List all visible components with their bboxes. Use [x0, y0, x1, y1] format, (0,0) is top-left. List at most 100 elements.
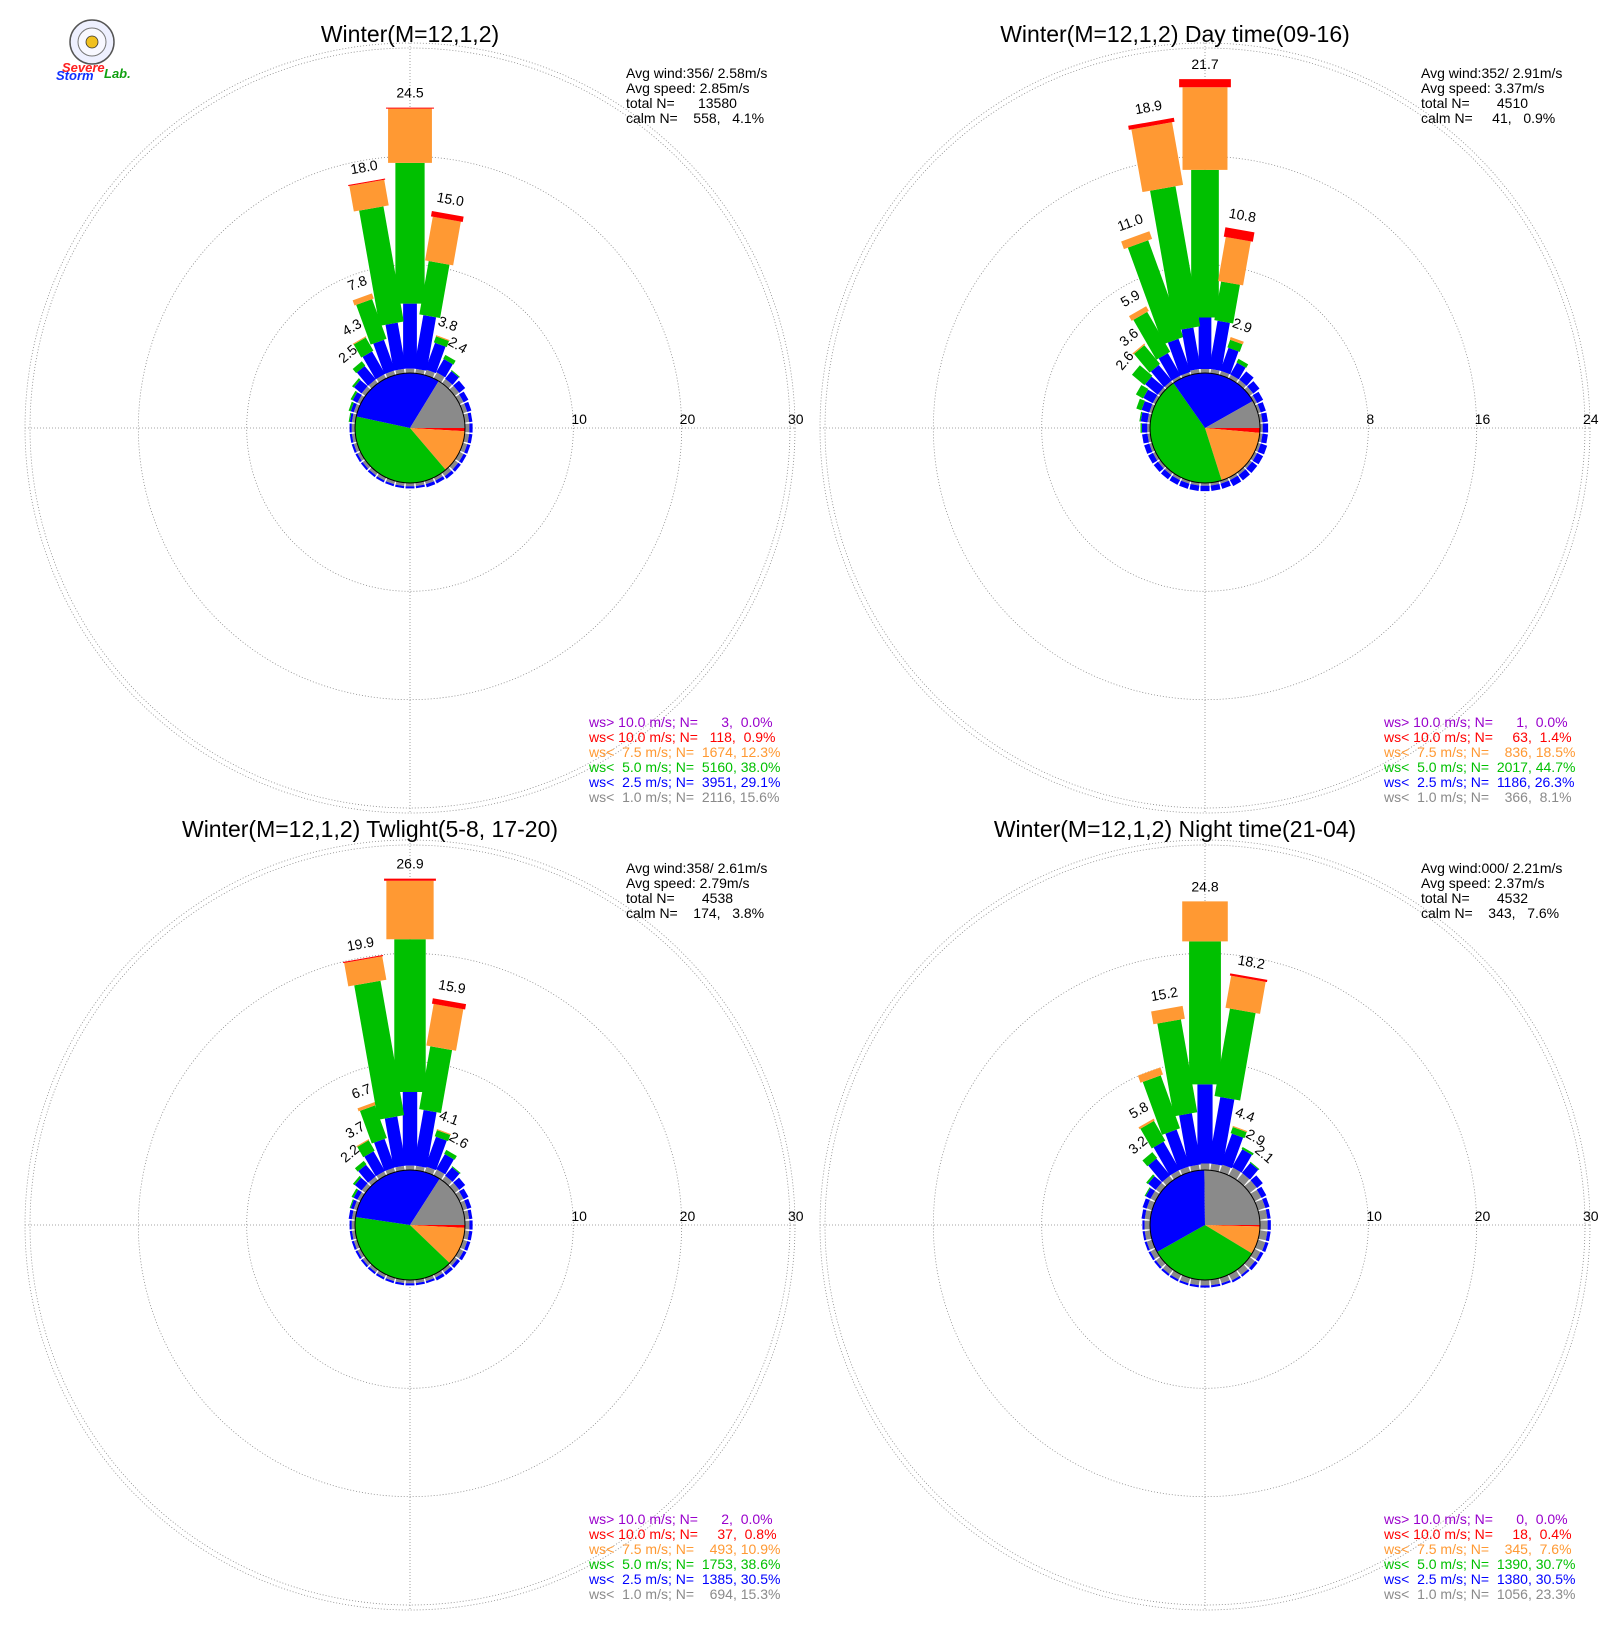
bar-segment — [449, 1257, 458, 1266]
bar-segment — [351, 1188, 359, 1198]
bar-segment — [395, 162, 425, 304]
bar-segment — [348, 412, 352, 423]
bar-segment — [1180, 1166, 1191, 1175]
bar-value-label: 15.0 — [436, 189, 466, 210]
bar-segment — [1144, 1187, 1151, 1197]
bar-segment — [357, 451, 365, 461]
bar-segment — [465, 1220, 470, 1230]
bar-segment — [1210, 1163, 1220, 1172]
bar-segment — [356, 1139, 370, 1148]
calm-pie-slice — [1173, 373, 1253, 428]
bar-segment — [354, 980, 405, 1120]
bar-segment — [460, 442, 468, 453]
bar-segment — [459, 1250, 467, 1261]
bar-segment — [386, 880, 434, 940]
info-line: Avg speed: 2.37m/s — [1421, 875, 1544, 891]
bar-segment — [1150, 186, 1201, 331]
bar-segment — [1150, 1248, 1160, 1259]
bar-segment — [1258, 413, 1263, 423]
bar-value-label: 15.2 — [1149, 984, 1179, 1005]
bar-segment — [436, 359, 453, 378]
bar-segment — [425, 481, 436, 488]
bar-segment — [353, 404, 360, 414]
logo-star — [85, 35, 99, 49]
bar-segment — [1182, 901, 1228, 942]
bar-segment — [451, 1259, 461, 1268]
bar-segment — [1140, 412, 1149, 423]
bar-segment — [445, 371, 459, 385]
bar-segment — [1219, 1275, 1230, 1284]
bar-segment — [361, 1183, 371, 1193]
bar-value-label: 4.4 — [1233, 1104, 1257, 1126]
ring-label: 30 — [788, 1208, 804, 1224]
bar-segment — [357, 1248, 365, 1258]
bar-segment — [1258, 1230, 1268, 1241]
bar-segment — [1256, 1186, 1267, 1198]
bar-segment — [1230, 1127, 1247, 1139]
legend-entry: ws> 10.0 m/s; N= 0, 0.0% — [1383, 1511, 1568, 1527]
bar-value-label: 2.9 — [1230, 314, 1254, 336]
bar-segment — [354, 1177, 368, 1191]
bar-segment — [1228, 1270, 1240, 1281]
bar-segment — [385, 1167, 396, 1175]
grid-ring — [246, 1061, 574, 1389]
legend-entry: ws< 7.5 m/s; N= 493, 10.9% — [588, 1541, 780, 1557]
bar-segment — [376, 374, 387, 383]
bar-segment — [369, 467, 378, 476]
legend-entry: ws< 1.0 m/s; N= 694, 15.3% — [588, 1586, 780, 1602]
bar-segment — [459, 1188, 469, 1200]
bar-segment — [1146, 1174, 1155, 1184]
bar-segment — [369, 1264, 378, 1273]
bar-segment — [424, 369, 435, 378]
bar-segment — [425, 216, 461, 266]
bar-segment — [349, 433, 354, 443]
bar-segment — [451, 370, 460, 378]
bar-segment — [1140, 423, 1142, 433]
bar-segment — [353, 337, 374, 358]
bar-segment — [1262, 423, 1269, 433]
bar-segment — [1237, 1264, 1248, 1275]
calm-pie-slice — [1204, 1170, 1260, 1225]
bar-segment — [1181, 372, 1191, 378]
bar-segment — [436, 1129, 451, 1136]
bar-segment — [453, 1177, 466, 1190]
bar-segment — [1241, 1146, 1254, 1156]
bar-segment — [443, 354, 456, 365]
bar-value-label: 3.6 — [1116, 325, 1141, 350]
info-line: Avg wind:000/ 2.21m/s — [1421, 860, 1562, 876]
bar-segment — [356, 365, 376, 386]
bar-segment — [351, 423, 355, 433]
calm-pie-slice — [1205, 428, 1260, 481]
bar-segment — [353, 442, 360, 452]
info-line: Avg speed: 2.79m/s — [626, 875, 749, 891]
bar-segment — [449, 1182, 460, 1193]
bar-segment — [1260, 423, 1263, 433]
bar-segment — [1142, 433, 1149, 444]
bar-segment — [348, 178, 386, 187]
bar-segment — [355, 453, 362, 463]
grid-ring — [1041, 264, 1369, 592]
bar-segment — [1160, 469, 1172, 480]
windrose-panel-2: 8 16 24 21.7 10.8 2.9 2.63.6 5.9 11.0 18.9 Winter(… — [819, 21, 1599, 814]
bar-segment — [1144, 1210, 1152, 1220]
bar-segment — [352, 378, 361, 388]
calm-pie-slice — [354, 1216, 450, 1281]
bar-value-label: 21.7 — [1191, 56, 1218, 72]
bar-segment — [1236, 358, 1249, 368]
legend-entry: ws< 2.5 m/s; N= 1186, 26.3% — [1383, 774, 1574, 790]
bar-segment — [373, 339, 396, 375]
bar-segment — [1149, 442, 1155, 452]
bar-segment — [1262, 1241, 1269, 1253]
bar-segment — [1147, 433, 1152, 443]
bar-segment — [1158, 353, 1181, 381]
bar-segment — [377, 1270, 387, 1278]
calm-pie-slice — [410, 1225, 465, 1228]
bar-value-label: 6.7 — [349, 1080, 373, 1102]
bar-segment — [1249, 1260, 1258, 1271]
bar-value-label: 2.6 — [447, 1128, 472, 1152]
bar-segment — [1131, 122, 1184, 193]
ring-label: 16 — [1475, 411, 1491, 427]
bar-segment — [1200, 483, 1210, 486]
calm-pie-slice — [354, 416, 446, 483]
